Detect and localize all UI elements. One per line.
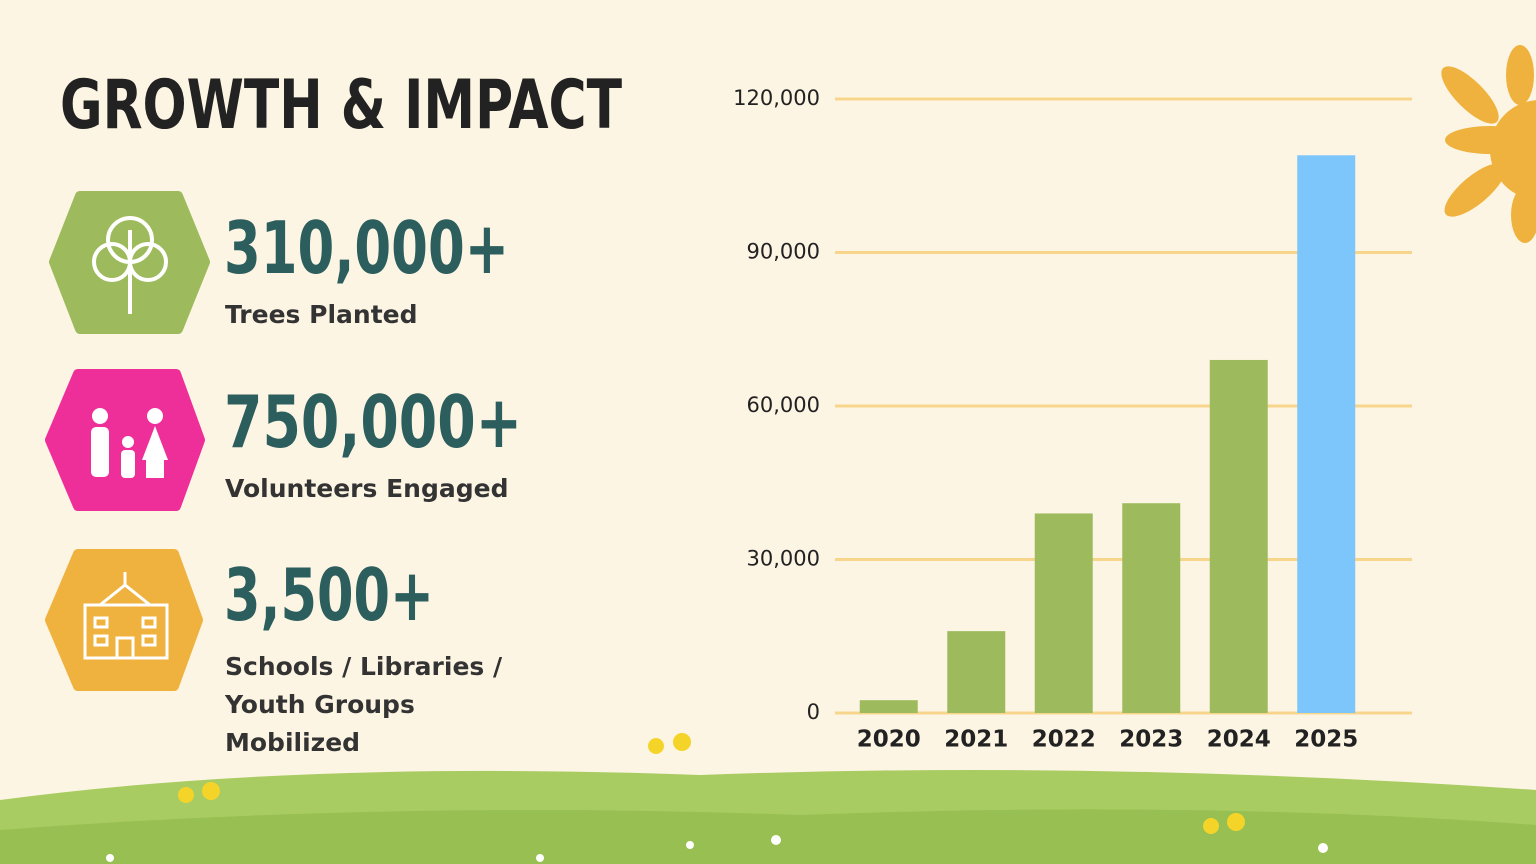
y-tick-label: 60,000	[747, 393, 820, 417]
stat-label: Trees Planted	[225, 300, 418, 329]
stat-label: Volunteers Engaged	[225, 474, 509, 503]
y-tick-label: 30,000	[747, 547, 820, 571]
bar-chart: 0 30,000 60,000 90,000 120,000 2020 2021 2022 20…	[733, 86, 1412, 753]
x-tick-label: 2021	[944, 727, 1008, 753]
x-tick-label: 2022	[1032, 727, 1096, 753]
bar	[1034, 513, 1093, 713]
y-tick-label: 120,000	[733, 86, 820, 110]
tree-icon	[49, 191, 210, 334]
sun-decoration	[1441, 45, 1536, 243]
y-tick-label: 90,000	[747, 240, 820, 264]
bar	[1297, 155, 1356, 714]
bar	[947, 631, 1006, 713]
stat-number: 3,500+	[224, 553, 434, 637]
x-tick-label: 2020	[857, 727, 921, 753]
family-icon	[45, 369, 205, 511]
x-tick-label: 2023	[1119, 727, 1183, 753]
school-icon	[45, 549, 203, 691]
stat-number: 750,000+	[224, 380, 522, 464]
stat-number: 310,000+	[224, 206, 509, 290]
x-tick-label: 2025	[1294, 727, 1358, 753]
bar	[1209, 359, 1268, 713]
y-tick-label: 0	[807, 700, 820, 724]
bar	[859, 700, 918, 713]
x-tick-label: 2024	[1207, 727, 1271, 753]
bar	[1122, 503, 1181, 713]
stat-label: Schools / Libraries / Youth Groups Mobil…	[225, 652, 503, 757]
grass-decoration	[0, 733, 1536, 864]
slide-title: GROWTH & IMPACT	[60, 66, 622, 145]
